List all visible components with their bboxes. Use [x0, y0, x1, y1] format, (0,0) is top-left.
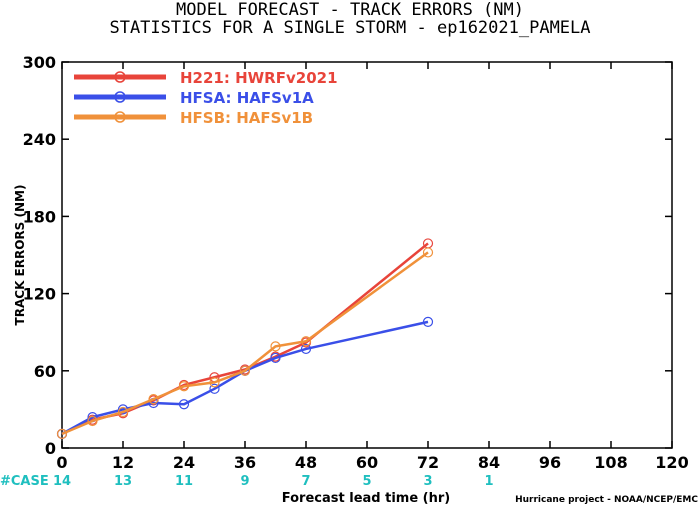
- x-tick-label: 24: [173, 453, 195, 472]
- data-point: [209, 383, 220, 394]
- data-point: [300, 343, 312, 355]
- data-point: [422, 247, 434, 258]
- y-tick-label: 180: [23, 207, 56, 226]
- data-point: [270, 352, 281, 364]
- data-point: [178, 381, 190, 392]
- data-point: [178, 399, 190, 410]
- y-tick-label: 300: [23, 53, 56, 72]
- chart-title: MODEL FORECAST - TRACK ERRORS (NM): [176, 0, 524, 20]
- credit-text: Hurricane project - NOAA/NCEP/EMC: [515, 495, 698, 505]
- y-tick-label: 0: [45, 439, 56, 458]
- case-count: 14: [53, 474, 71, 489]
- case-counts: 14 13 11 9 7 5 3 1: [53, 474, 494, 489]
- series-line-3: [61, 251, 429, 435]
- series-line-1: [61, 242, 429, 435]
- data-point: [209, 377, 220, 388]
- case-count: 5: [362, 474, 371, 489]
- legend: H221: HWRFv2021 HFSA: HAFSv1A HFSB: HAFSv1…: [74, 69, 338, 127]
- y-axis-ticks: 0 60 120 180 240 300: [23, 53, 672, 458]
- x-tick-label: 72: [417, 453, 439, 472]
- y-axis-label: TRACK ERRORS (NM): [13, 185, 27, 326]
- x-tick-label: 108: [594, 453, 627, 472]
- x-tick-label: 48: [295, 453, 317, 472]
- series-line-2: [61, 320, 429, 435]
- case-count: 1: [484, 474, 493, 489]
- x-tick-label: 84: [478, 453, 500, 472]
- case-count: 13: [114, 474, 132, 489]
- plot-area: [61, 61, 673, 449]
- legend-entry: HFSB: HAFSv1B: [180, 109, 313, 127]
- data-point: [117, 406, 129, 418]
- x-tick-label: 36: [234, 453, 256, 472]
- x-axis-label: Forecast lead time (hr): [282, 491, 450, 506]
- chart-subtitle: STATISTICS FOR A SINGLE STORM - ep162021…: [109, 18, 591, 38]
- data-point: [270, 341, 281, 352]
- case-label: #CASE: [0, 474, 49, 489]
- case-count: 9: [240, 474, 249, 489]
- legend-entry: HFSA: HAFSv1A: [180, 89, 314, 107]
- series-layer: [56, 238, 434, 439]
- y-tick-label: 60: [34, 362, 56, 381]
- legend-marker: [114, 111, 126, 123]
- data-point: [148, 394, 159, 405]
- data-point: [56, 428, 68, 439]
- data-point: [239, 365, 251, 376]
- y-tick-label: 240: [23, 130, 56, 149]
- x-tick-label: 120: [655, 453, 688, 472]
- case-count: 7: [301, 474, 310, 489]
- x-tick-label: 12: [112, 453, 134, 472]
- legend-marker: [114, 91, 126, 103]
- y-tick-label: 120: [23, 285, 56, 304]
- x-axis-ticks: 0 12 24 36 48 60 72 84 96 108 120: [56, 62, 689, 472]
- case-count: 11: [175, 474, 193, 489]
- data-point: [300, 336, 312, 347]
- x-tick-label: 96: [539, 453, 561, 472]
- x-tick-label: 60: [356, 453, 378, 472]
- case-count: 3: [423, 474, 432, 489]
- data-point: [87, 415, 98, 427]
- legend-entry: H221: HWRFv2021: [180, 69, 338, 87]
- legend-marker: [114, 71, 126, 83]
- x-tick-label: 0: [56, 453, 67, 472]
- data-point: [422, 316, 434, 328]
